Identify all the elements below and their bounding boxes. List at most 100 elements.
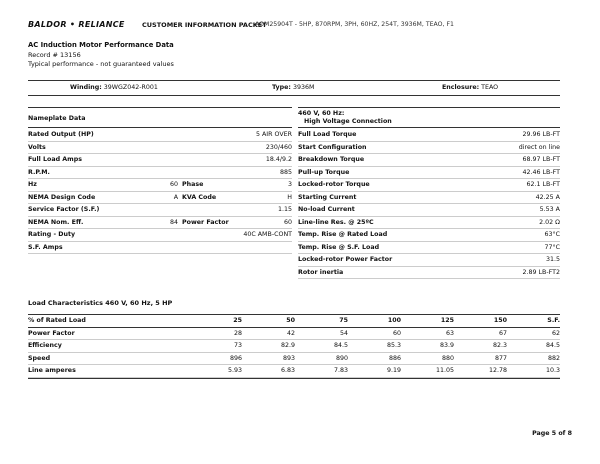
note: Typical performance - not guaranteed val…: [28, 60, 174, 68]
value: 84: [169, 218, 178, 226]
cell: 62: [551, 329, 560, 337]
info-item: Winding: 39WGZ042-R001: [70, 84, 158, 91]
connection-heading: 460 V, 60 Hz: High Voltage Connection: [298, 107, 560, 128]
cell: 896: [229, 354, 242, 362]
nameplate-row: R.P.M. 885: [28, 167, 292, 179]
cell: 83.9: [439, 342, 454, 350]
connection-row: Rotor inertia 2.89 LB-FT2: [298, 267, 560, 279]
cell: S.F.: [547, 317, 560, 325]
label: Pull-up Torque: [298, 168, 350, 176]
cell: 11.05: [435, 367, 454, 375]
cell: 73: [233, 342, 242, 350]
label: Temp. Rise @ S.F. Load: [298, 243, 380, 251]
connection-row: Line-line Res. @ 25ºC 2.02 Ω: [298, 217, 560, 229]
info-bar: [28, 80, 560, 96]
nameplate-row: NEMA Design Code A KVA Code H: [28, 192, 292, 204]
load-table: % of Rated Load 25 50 75 100 125 150 S.F. Power …: [28, 314, 560, 379]
connection-row: Pull-up Torque 42.46 LB-FT: [298, 167, 560, 179]
connection-row: Locked-rotor Torque 62.1 LB-FT: [298, 179, 560, 192]
label: NEMA Nom. Eff.: [28, 218, 84, 226]
model: AOM25904T - 5HP, 870RPM, 3PH, 60HZ, 254T…: [255, 21, 454, 28]
cell: 877: [494, 354, 507, 362]
connection-row: Locked-rotor Power Factor 31.5: [298, 254, 560, 267]
value: 63°C: [544, 231, 560, 239]
value: 42.25 A: [535, 193, 560, 201]
cell: 6.83: [280, 367, 295, 375]
value: 18.4/9.2: [265, 156, 292, 164]
connection-row: Starting Current 42.25 A: [298, 192, 560, 204]
label: Locked-rotor Power Factor: [298, 256, 393, 264]
value: 2.02 Ω: [539, 218, 560, 226]
load-row: Power Factor 28 42 54 60 63 67 62: [28, 328, 560, 340]
row-label: % of Rated Load: [28, 317, 86, 325]
nameplate-row: Rating - Duty 40C AMB-CONT: [28, 229, 292, 242]
cell: 125: [440, 317, 454, 325]
cell: 7.83: [333, 367, 348, 375]
label: Rotor inertia: [298, 268, 344, 276]
info-label: Winding:: [70, 84, 102, 91]
row-label: Line amperes: [28, 367, 76, 375]
value: direct on line: [518, 143, 560, 151]
value: 885: [279, 168, 292, 176]
label: Rating - Duty: [28, 231, 76, 239]
cell: 50: [286, 317, 295, 325]
label: R.P.M.: [28, 168, 50, 176]
cell: 886: [388, 354, 401, 362]
cell: 9.19: [386, 367, 401, 375]
cell: 882: [547, 354, 560, 362]
nameplate-row: Service Factor (S.F.) 1.15: [28, 204, 292, 217]
cell: 82.9: [280, 342, 295, 350]
nameplate-row: Full Load Amps 18.4/9.2: [28, 154, 292, 167]
heading: AC Induction Motor Performance Data: [28, 41, 174, 49]
value: 5 AIR OVER: [255, 131, 292, 139]
cell: 893: [282, 354, 295, 362]
load-title: Load Characteristics 460 V, 60 Hz, 5 HP: [28, 299, 173, 307]
page-number: Page 5 of 8: [532, 430, 572, 437]
value: 29.96 LB-FT: [522, 131, 561, 139]
record: Record # 13156: [28, 51, 81, 59]
value: 40C AMB-CONT: [243, 231, 292, 239]
label: S.F. Amps: [28, 243, 63, 251]
cell: 42: [286, 329, 295, 337]
info-item: Type: 3936M: [272, 84, 314, 91]
row-label: Efficiency: [28, 342, 62, 350]
row-label: Speed: [28, 354, 51, 362]
label: Locked-rotor Torque: [298, 181, 370, 189]
cell: 54: [339, 329, 348, 337]
cell: 100: [387, 317, 401, 325]
value: 5.53 A: [539, 206, 560, 214]
cell: 25: [233, 317, 242, 325]
value: 68.97 LB-FT: [522, 156, 561, 164]
cell: 84.5: [545, 342, 560, 350]
label: Power Factor: [182, 218, 229, 226]
connection-row: No-load Current 5.53 A: [298, 204, 560, 217]
value: 230/460: [265, 143, 292, 151]
connection-row: Temp. Rise @ Rated Load 63°C: [298, 229, 560, 242]
label: Hz: [28, 181, 37, 189]
heading-line: High Voltage Connection: [304, 118, 392, 125]
cell: 890: [335, 354, 348, 362]
nameplate-row: NEMA Nom. Eff. 84 Power Factor 60: [28, 217, 292, 229]
label: Phase: [182, 181, 204, 189]
cell: 60: [392, 329, 401, 337]
cell: 63: [445, 329, 454, 337]
cell: 12.78: [488, 367, 507, 375]
row-label: Power Factor: [28, 329, 75, 337]
cell: 880: [441, 354, 454, 362]
label: Line-line Res. @ 25ºC: [298, 218, 374, 226]
cell: 150: [493, 317, 507, 325]
nameplate-row: Rated Output (HP) 5 AIR OVER: [28, 129, 292, 142]
label: Temp. Rise @ Rated Load: [298, 231, 388, 239]
info-label: Type:: [272, 84, 291, 91]
nameplate-row: Volts 230/460: [28, 142, 292, 154]
value: 1.15: [277, 206, 292, 214]
packet-label: CUSTOMER INFORMATION PACKET: [142, 21, 267, 29]
value: H: [287, 193, 292, 201]
cell: 5.93: [227, 367, 242, 375]
label: NEMA Design Code: [28, 193, 96, 201]
nameplate-row: S.F. Amps: [28, 242, 292, 254]
label: KVA Code: [182, 193, 217, 201]
nameplate-row: Hz 60 Phase 3: [28, 179, 292, 192]
label: No-load Current: [298, 206, 355, 214]
